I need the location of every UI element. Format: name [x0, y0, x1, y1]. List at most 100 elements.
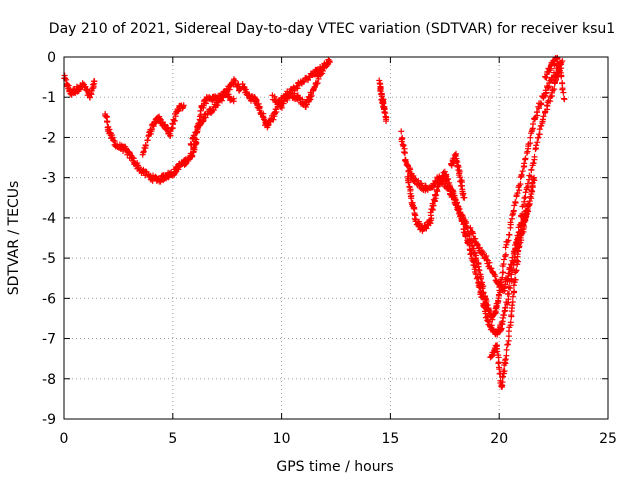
data-point: [308, 92, 315, 99]
data-point: [402, 156, 409, 163]
data-point: [502, 304, 509, 311]
data-point: [433, 192, 440, 199]
data-point: [556, 68, 563, 75]
data-point: [514, 190, 521, 197]
data-point: [180, 102, 187, 109]
data-point: [508, 313, 515, 320]
data-point: [495, 278, 502, 285]
data-point: [530, 159, 537, 166]
data-point: [536, 131, 543, 138]
data-curve: [376, 77, 390, 125]
data-curve: [448, 150, 468, 201]
data-point: [496, 364, 503, 371]
data-point: [314, 80, 321, 87]
data-point: [516, 243, 523, 250]
data-point: [483, 256, 490, 263]
data-point: [560, 89, 567, 96]
data-point: [521, 195, 528, 202]
data-point: [476, 284, 483, 291]
data-point: [521, 160, 528, 167]
data-point: [160, 122, 167, 129]
data-point: [486, 259, 493, 266]
data-point: [538, 122, 545, 129]
data-point: [142, 142, 149, 149]
data-point: [326, 58, 333, 65]
data-point: [509, 293, 516, 300]
y-tick-label: -1: [42, 90, 56, 106]
data-point: [529, 188, 536, 195]
data-point: [461, 194, 468, 201]
data-point: [502, 356, 509, 363]
data-point: [472, 264, 479, 271]
data-point: [455, 204, 462, 211]
data-point: [467, 251, 474, 258]
data-point: [427, 212, 434, 219]
data-point: [561, 96, 568, 103]
data-point: [398, 128, 405, 135]
data-point: [510, 207, 517, 214]
data-point: [204, 111, 211, 118]
y-tick-label: -5: [42, 251, 56, 267]
data-point: [311, 83, 318, 90]
data-point: [529, 126, 536, 133]
x-tick-label: 5: [168, 431, 177, 447]
data-point: [260, 116, 267, 123]
data-point: [454, 199, 461, 206]
data-point: [512, 276, 519, 283]
y-tick-label: -9: [42, 412, 56, 428]
data-point: [513, 239, 520, 246]
data-point: [296, 95, 303, 102]
data-point: [475, 263, 482, 270]
data-point: [535, 105, 542, 112]
data-point: [518, 171, 525, 178]
data-point: [504, 341, 511, 348]
data-point: [500, 269, 507, 276]
data-point: [64, 81, 71, 88]
data-point: [531, 153, 538, 160]
grid-lines: [63, 56, 609, 420]
data-point: [315, 69, 322, 76]
data-point: [522, 189, 529, 196]
data-point: [534, 139, 541, 146]
data-point: [504, 277, 511, 284]
data-point: [498, 325, 505, 332]
data-point: [522, 194, 529, 201]
data-point: [533, 142, 540, 149]
data-point: [511, 288, 518, 295]
data-point: [530, 121, 537, 128]
data-point: [470, 230, 477, 237]
x-tick-label: 10: [273, 431, 291, 447]
y-tick-label: -4: [42, 211, 56, 227]
data-point: [61, 75, 68, 82]
data-point: [505, 273, 512, 280]
data-point: [480, 249, 487, 256]
y-axis: 0 -1 -2 -3 -4 -5 -6 -7 -8 -9: [42, 50, 608, 428]
data-point: [503, 352, 510, 359]
data-point: [507, 219, 514, 226]
data-point: [256, 104, 263, 111]
data-point: [200, 117, 207, 124]
data-point: [171, 117, 178, 124]
data-point: [509, 298, 516, 305]
data-point: [412, 216, 419, 223]
y-tick-label: -6: [42, 291, 56, 307]
data-point: [482, 305, 489, 312]
data-point: [189, 153, 196, 160]
x-axis: 0 5 10 15 20 25: [60, 57, 617, 447]
plot-frame: [63, 56, 609, 420]
data-point: [455, 164, 462, 171]
data-point: [511, 249, 518, 256]
data-point: [527, 134, 534, 141]
data-point: [402, 157, 409, 164]
data-point: [405, 179, 412, 186]
data-point: [531, 174, 538, 181]
data-point: [412, 176, 419, 183]
data-point: [505, 290, 512, 297]
data-point: [428, 206, 435, 213]
data-point: [505, 237, 512, 244]
data-point: [313, 80, 320, 87]
data-point: [452, 196, 459, 203]
data-curve: [542, 54, 568, 103]
data-point: [175, 166, 182, 173]
data-point: [399, 141, 406, 148]
